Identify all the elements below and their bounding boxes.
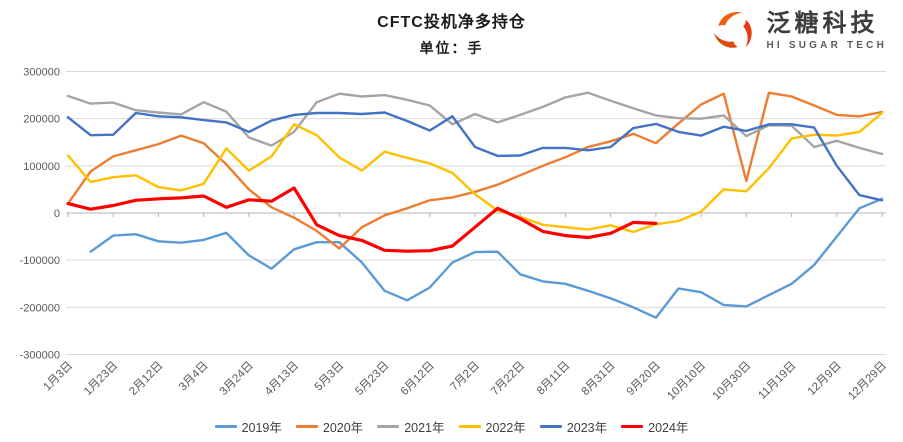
legend-swatch xyxy=(621,425,644,428)
legend-swatch xyxy=(458,425,481,428)
series-line-2019年 xyxy=(89,197,884,319)
x-tick-label: 5月3日 xyxy=(313,360,347,394)
brand-tagline: HI SUGAR TECH xyxy=(766,39,887,51)
y-tick-label: -100000 xyxy=(20,255,60,267)
y-tick-label: 200000 xyxy=(23,114,60,126)
x-tick-label: 1月3日 xyxy=(41,360,75,394)
x-tick-label: 3月24日 xyxy=(218,360,256,398)
legend-item-2021年: 2021年 xyxy=(377,417,445,436)
y-tick-label: 300000 xyxy=(23,67,60,79)
y-axis-labels: 300000 200000 100000 0 -100000 -200000 -300000 xyxy=(20,67,60,362)
y-tick-label: -300000 xyxy=(20,350,60,362)
legend-item-2023年: 2023年 xyxy=(539,417,608,436)
x-tick-label: 7月22日 xyxy=(489,360,527,398)
series-line-2024年 xyxy=(66,186,658,253)
y-tick-label: -200000 xyxy=(20,302,60,314)
gridlines xyxy=(66,71,886,355)
x-tick-label: 9月20日 xyxy=(625,360,663,398)
x-tick-label: 3月4日 xyxy=(177,360,211,394)
x-tick-label: 10月30日 xyxy=(711,360,754,403)
x-tick-label: 6月12日 xyxy=(399,360,437,398)
brand-name: 泛糖科技 xyxy=(766,10,879,38)
x-tick-label: 12月9日 xyxy=(806,360,844,398)
legend-label: 2021年 xyxy=(404,421,445,435)
y-tick-label: 0 xyxy=(54,208,60,220)
legend-label: 2019年 xyxy=(241,421,282,435)
legend-item-2022年: 2022年 xyxy=(458,417,526,436)
series-line-2023年 xyxy=(66,111,884,202)
brand-logo: 泛糖科技 HI SUGAR TECH xyxy=(711,8,888,54)
legend-label: 2022年 xyxy=(485,421,526,435)
series-line-2022年 xyxy=(66,111,884,234)
x-tick-label: 2月12日 xyxy=(127,360,165,398)
x-tick-label: 8月31日 xyxy=(579,360,617,398)
legend-swatch xyxy=(295,425,318,428)
legend-label: 2020年 xyxy=(322,421,364,435)
x-tick-label: 4月13日 xyxy=(263,360,301,398)
brand-text: 泛糖科技 HI SUGAR TECH xyxy=(766,10,888,51)
x-tick-label: 7月2日 xyxy=(448,360,482,394)
swirl-icon xyxy=(713,11,752,48)
legend-item-2020年: 2020年 xyxy=(295,417,364,436)
x-axis-ticks xyxy=(67,213,883,217)
x-tick-label: 8月11日 xyxy=(535,360,573,398)
x-tick-label: 1月23日 xyxy=(82,360,120,398)
legend-swatch xyxy=(214,425,237,428)
legend-item-2024年: 2024年 xyxy=(621,417,688,436)
x-tick-label: 5月23日 xyxy=(353,360,391,398)
chart-legend: 2019年 2020年 2021年 2022年 2023年 2024年 xyxy=(0,417,903,436)
series-line-2020年 xyxy=(66,91,884,250)
legend-item-2019年: 2019年 xyxy=(214,417,282,436)
legend-label: 2023年 xyxy=(566,421,608,435)
legend-swatch xyxy=(377,425,400,428)
legend-swatch xyxy=(539,425,562,428)
legend-label: 2024年 xyxy=(648,421,689,435)
x-tick-label: 11月19日 xyxy=(756,360,798,402)
series-line-2021年 xyxy=(66,91,884,156)
x-tick-label: 12月29日 xyxy=(846,360,889,403)
x-axis-labels: 1月3日 1月23日 2月12日 3月4日 3月24日 4月13日 5月3日 5月23日 6月1… xyxy=(41,360,889,403)
x-tick-label: 10月10日 xyxy=(665,360,708,403)
y-tick-label: 100000 xyxy=(23,161,60,173)
